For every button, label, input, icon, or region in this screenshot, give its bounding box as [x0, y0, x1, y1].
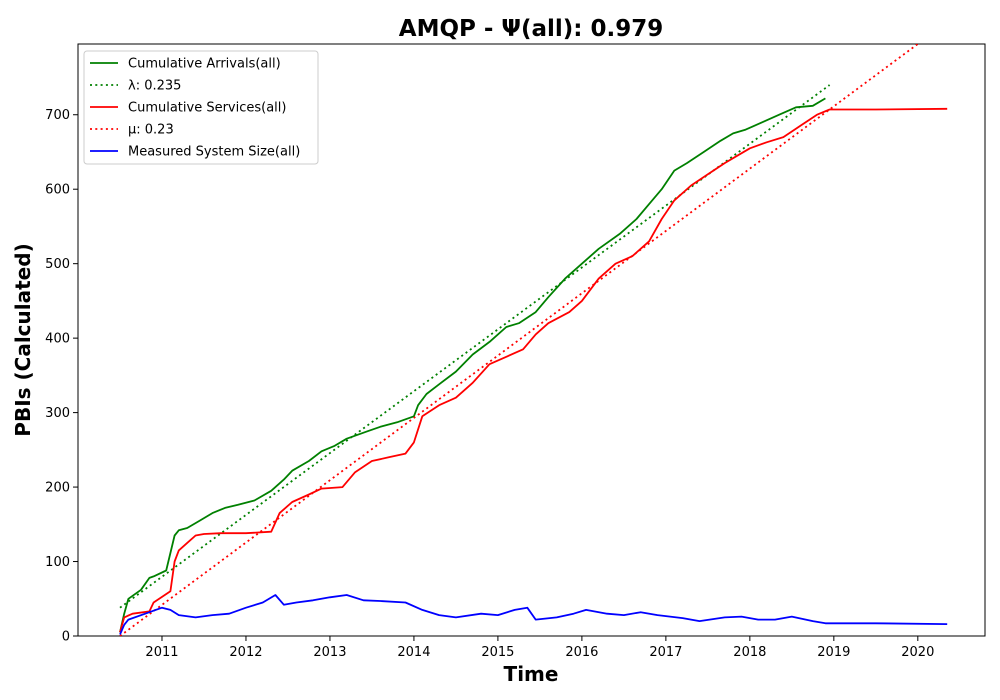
y-tick-label: 700: [45, 108, 70, 123]
x-axis: 2011 2012 2013 2014 2015 2016 2017 2018 2019 2020: [145, 636, 934, 660]
y-tick-label: 0: [62, 630, 70, 645]
series-line: [119, 97, 826, 633]
x-tick-label: 2018: [733, 645, 766, 660]
x-tick-label: 2011: [145, 645, 178, 660]
chart-title: AMQP - Ψ(all): 0.979: [399, 16, 663, 42]
y-axis: 0 100 200 300 400 500 600 700: [45, 108, 78, 645]
legend-label: λ: 0.235: [128, 79, 181, 94]
x-tick-label: 2013: [313, 645, 346, 660]
legend: Cumulative Arrivals(all) λ: 0.235 Cumulati…: [83, 50, 319, 165]
y-tick-label: 200: [45, 481, 70, 496]
series-line: [119, 594, 948, 635]
x-tick-label: 2014: [397, 645, 430, 660]
series-line: [119, 107, 948, 633]
x-tick-label: 2012: [229, 645, 262, 660]
legend-box: [83, 50, 319, 165]
y-tick-label: 100: [45, 555, 70, 570]
y-tick-label: 400: [45, 332, 70, 347]
plot-area: [77, 43, 986, 637]
x-tick-label: 2017: [649, 645, 682, 660]
x-tick-label: 2015: [481, 645, 514, 660]
legend-label: Cumulative Arrivals(all): [128, 57, 281, 72]
x-axis-label: Time: [504, 662, 559, 686]
y-tick-label: 300: [45, 406, 70, 421]
x-tick-label: 2016: [565, 645, 598, 660]
series-line: [119, 84, 831, 609]
legend-label: Cumulative Services(all): [128, 101, 286, 116]
plot-frame: [77, 43, 986, 637]
legend-label: μ: 0.23: [128, 123, 174, 138]
x-tick-label: 2020: [901, 645, 934, 660]
series-line: [119, 44, 919, 636]
y-tick-label: 600: [45, 183, 70, 198]
x-tick-label: 2019: [817, 645, 850, 660]
series-layer: [119, 44, 948, 636]
legend-label: Measured System Size(all): [128, 145, 300, 160]
y-tick-label: 500: [45, 257, 70, 272]
y-axis-label: PBIs (Calculated): [11, 243, 35, 436]
